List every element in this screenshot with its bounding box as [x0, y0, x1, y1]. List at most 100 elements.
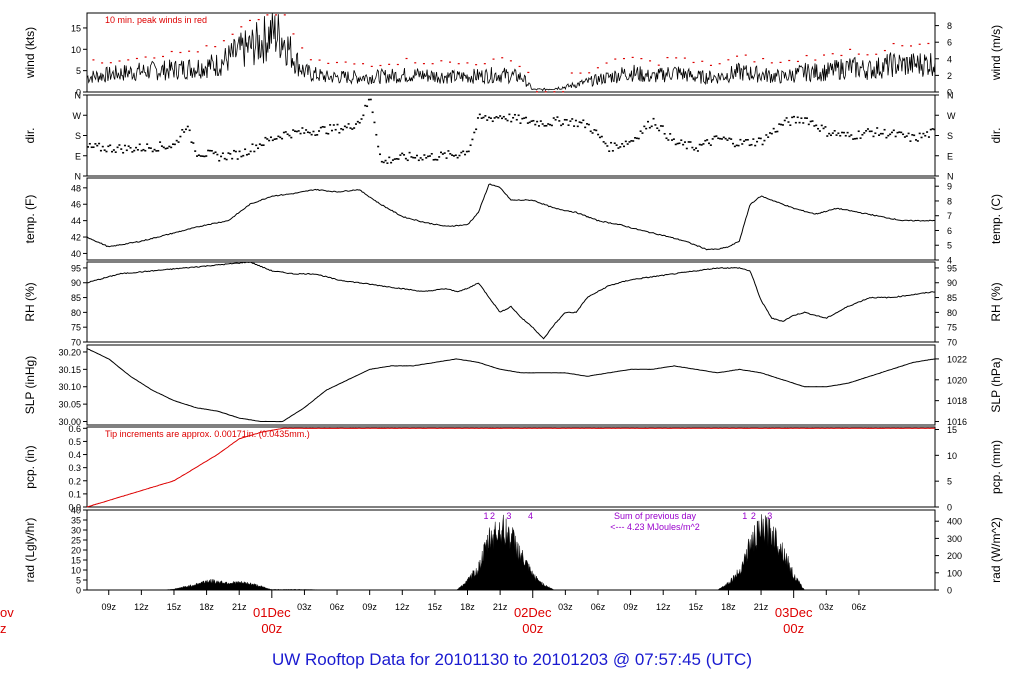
- dir-point: [144, 149, 147, 152]
- ylabel-left-wind: wind (kts): [23, 27, 37, 79]
- peak-wind-mark: [109, 62, 112, 64]
- peak-wind-mark: [605, 62, 608, 64]
- dir-point: [251, 143, 254, 146]
- dir-point: [865, 130, 868, 132]
- dir-point: [207, 149, 210, 152]
- dir-point: [780, 123, 783, 126]
- x-tick-label: 12z: [656, 602, 671, 612]
- peak-wind-mark: [579, 72, 582, 74]
- peak-wind-mark: [675, 57, 678, 59]
- dir-point: [160, 145, 163, 147]
- dir-point: [528, 121, 531, 124]
- dir-point: [907, 132, 910, 135]
- dir-point: [90, 146, 93, 149]
- dir-point: [848, 135, 851, 138]
- dir-point: [354, 123, 357, 125]
- tick-label-left-rh: 80: [71, 308, 81, 318]
- dir-point: [371, 111, 374, 114]
- dir-point: [454, 154, 457, 157]
- dir-point: [756, 140, 759, 143]
- tick-label-left-pcp: 0.4: [68, 450, 81, 460]
- dir-point: [109, 144, 112, 147]
- peak-wind-mark: [762, 57, 765, 60]
- dir-point: [831, 132, 834, 134]
- dir-point: [781, 124, 784, 126]
- dir-point: [447, 150, 450, 152]
- x-tick-label: 09z: [362, 602, 377, 612]
- dir-point: [293, 130, 296, 132]
- dir-point: [680, 139, 683, 141]
- dir-point: [894, 135, 897, 138]
- peak-wind-mark: [849, 48, 852, 50]
- tick-label-left-rad: 30: [71, 526, 81, 536]
- dir-point: [190, 141, 193, 143]
- dir-point: [752, 138, 755, 140]
- x-tick-label: 06z: [591, 602, 606, 612]
- dir-point: [279, 136, 282, 139]
- dir-point: [624, 140, 627, 143]
- peak-wind-mark: [196, 51, 199, 53]
- peak-wind-mark: [440, 60, 443, 62]
- dir-point: [430, 152, 433, 155]
- tick-label-left-temp: 42: [71, 233, 81, 243]
- dir-point: [495, 116, 498, 118]
- dir-point: [157, 149, 160, 152]
- dir-point: [641, 132, 644, 134]
- peak-wind-mark: [492, 58, 495, 60]
- peak-wind-mark: [927, 42, 930, 45]
- tick-label-right-rh: 70: [947, 338, 957, 348]
- dir-point: [194, 150, 197, 152]
- ylabel-right-rad: rad (W/m^2): [989, 517, 1003, 583]
- peak-wind-mark: [509, 60, 512, 62]
- dir-point: [765, 134, 768, 136]
- peak-wind-mark: [309, 59, 312, 61]
- x-tick-label: 06z: [852, 602, 867, 612]
- dir-point: [393, 158, 396, 160]
- dir-point: [360, 118, 363, 120]
- dir-point: [909, 140, 912, 142]
- ylabel-left-temp: temp. (F): [23, 195, 37, 244]
- peak-wind-mark: [883, 49, 886, 52]
- dir-point: [530, 120, 533, 122]
- dir-point: [362, 114, 365, 117]
- peak-wind-mark: [362, 63, 365, 65]
- peak-wind-mark: [370, 65, 373, 68]
- dir-point: [440, 151, 443, 154]
- dir-point: [652, 117, 655, 120]
- dir-point: [532, 119, 535, 122]
- annotation-wind: 10 min. peak winds in red: [105, 15, 207, 25]
- tick-label-right-dir: W: [947, 111, 956, 121]
- dir-point: [162, 146, 165, 149]
- dir-point: [415, 154, 418, 157]
- dir-point: [534, 123, 537, 126]
- dir-point: [334, 128, 337, 131]
- tick-label-left-rad: 20: [71, 546, 81, 556]
- dir-point: [186, 125, 189, 128]
- dir-point: [301, 127, 304, 129]
- dir-point: [743, 140, 746, 142]
- tick-label-left-slp: 30.05: [58, 400, 81, 410]
- dir-point: [933, 128, 936, 131]
- tick-label-right-rad: 200: [947, 551, 962, 561]
- peak-wind-mark: [570, 72, 573, 74]
- dir-point: [471, 138, 474, 141]
- peak-wind-mark: [214, 46, 217, 48]
- tick-label-right-slp: 1020: [947, 375, 967, 385]
- peak-wind-mark: [892, 42, 895, 45]
- tick-label-right-temp: 5: [947, 241, 952, 251]
- dir-point: [404, 157, 407, 160]
- dir-point: [798, 121, 801, 124]
- dir-point: [569, 120, 572, 122]
- tick-label-left-rh: 90: [71, 278, 81, 288]
- dir-point: [519, 122, 522, 124]
- dir-point: [199, 155, 202, 157]
- ylabel-right-rh: RH (%): [989, 282, 1003, 321]
- dir-point: [438, 156, 441, 158]
- tick-label-left-rad: 10: [71, 566, 81, 576]
- dir-point: [617, 147, 620, 149]
- peak-wind-mark: [536, 91, 539, 93]
- dir-point: [367, 98, 370, 101]
- dir-point: [639, 130, 642, 133]
- dir-point: [726, 139, 729, 141]
- dir-point: [818, 130, 821, 132]
